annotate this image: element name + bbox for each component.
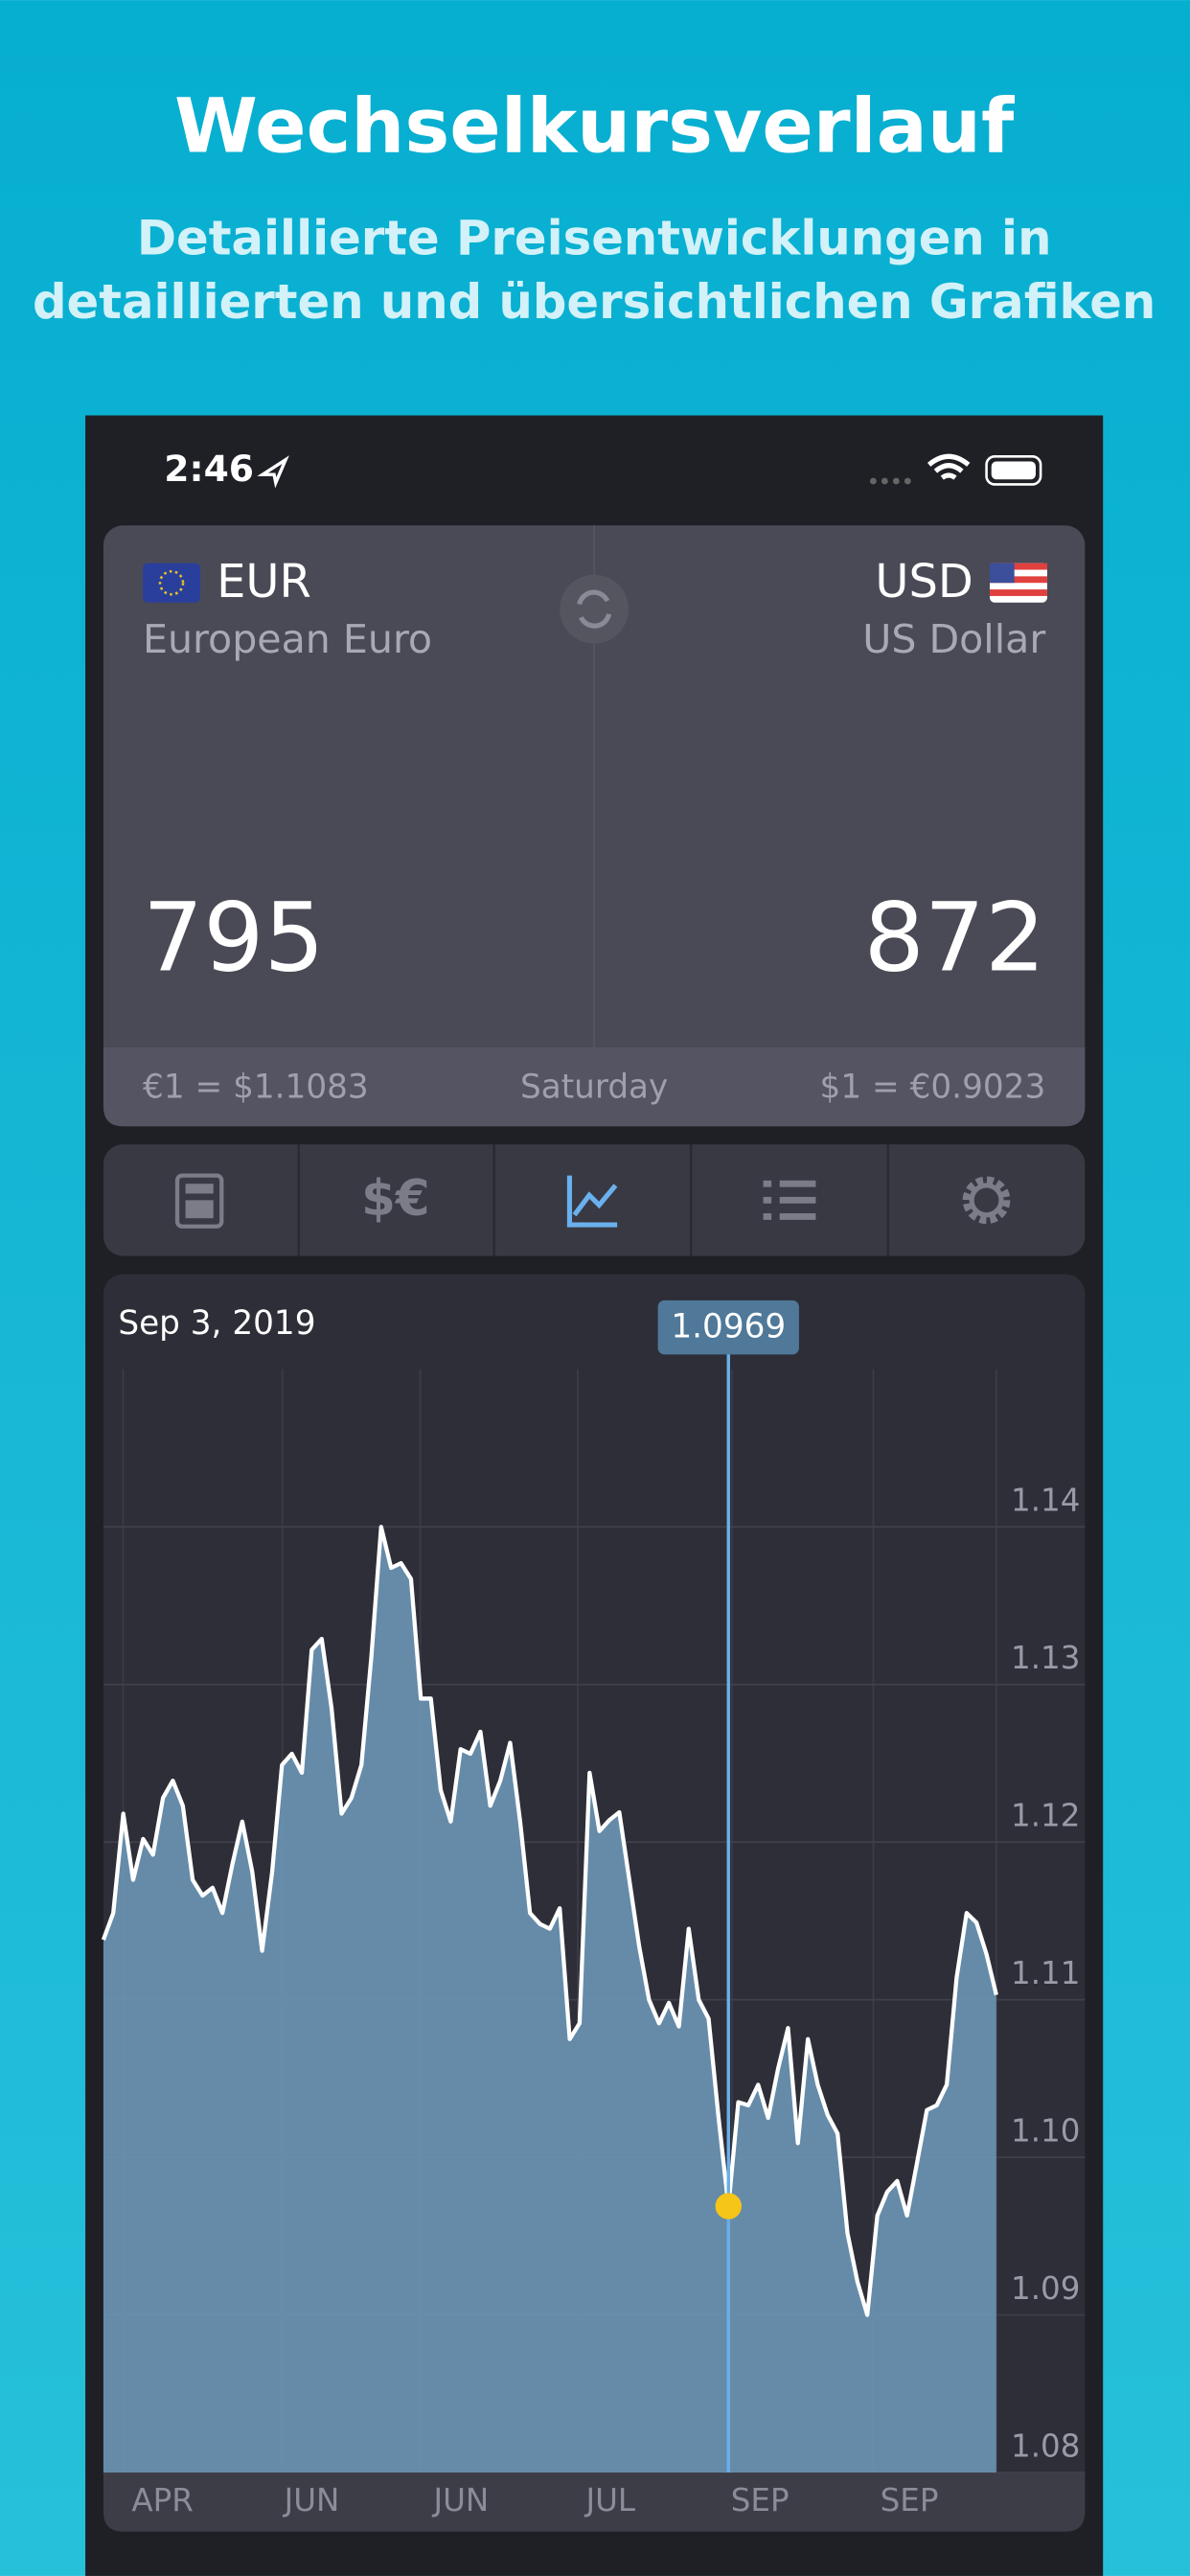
day: Saturday: [520, 1068, 668, 1106]
eu-flag: [143, 563, 200, 603]
x-axis-strip: [103, 2472, 1086, 2532]
to-name: US Dollar: [862, 616, 1045, 662]
selected-point: [715, 2193, 742, 2220]
y-tick-label: 1.08: [1011, 2427, 1080, 2464]
x-tick-label: JUL: [584, 2482, 636, 2518]
swap-icon: [577, 589, 612, 629]
subtitle: detaillierten und übersichtlichen Grafik…: [33, 274, 1156, 330]
currency-tab[interactable]: $€: [361, 1170, 430, 1228]
battery: [985, 455, 1042, 486]
signal-dots: [869, 477, 911, 485]
y-tick-label: 1.13: [1011, 1640, 1080, 1676]
y-tick-label: 1.09: [1011, 2270, 1080, 2307]
y-tick-label: 1.14: [1011, 1483, 1080, 1519]
y-tick-label: 1.11: [1011, 1955, 1080, 1991]
eu-stars: [158, 569, 185, 596]
y-tick-label: 1.10: [1011, 2112, 1080, 2149]
from-code: EUR: [217, 555, 311, 609]
to-code: USD: [875, 555, 973, 609]
wifi-icon: [927, 453, 971, 480]
plot: 1.08 1.09 1.10 1.11 1.12 1.13 1.14 APR JUN JUN JUL…: [101, 1300, 1086, 2518]
tab-dividers: [297, 1144, 890, 1256]
rate-strip: [103, 1047, 1086, 1127]
line: [101, 1525, 998, 2317]
battery-level: [991, 461, 1036, 480]
x-tick-label: JUN: [432, 2482, 490, 2518]
selected-date: Sep 3, 2019: [118, 1304, 315, 1343]
area: [103, 1527, 996, 2473]
to-amount[interactable]: 872: [864, 883, 1046, 993]
x-tick-label: SEP: [881, 2482, 939, 2518]
swap-button[interactable]: [560, 574, 629, 644]
subtitle: Detaillierte Preisentwicklungen in: [137, 210, 1052, 265]
to-rate: $1 = €0.9023: [820, 1068, 1046, 1106]
value-badge: [657, 1300, 799, 1355]
settings-tab[interactable]: [962, 1176, 1011, 1225]
x-tick-label: APR: [131, 2482, 193, 2518]
from-name: European Euro: [143, 616, 432, 662]
from-amount[interactable]: 795: [143, 883, 325, 993]
list-tab[interactable]: [763, 1180, 816, 1220]
location-icon: [257, 455, 289, 489]
x-tick-label: JUN: [283, 2482, 340, 2518]
status-time: 2:46: [164, 448, 254, 490]
calculator-tab[interactable]: [174, 1173, 224, 1229]
selected-value: 1.0969: [671, 1307, 786, 1346]
x-tick-label: SEP: [731, 2482, 790, 2518]
y-tick-label: 1.12: [1011, 1797, 1080, 1833]
from-rate: €1 = $1.1083: [143, 1068, 369, 1106]
us-flag: [990, 563, 1047, 603]
title: Wechselkursverlauf: [174, 82, 1015, 171]
chart-tab[interactable]: [566, 1175, 618, 1228]
